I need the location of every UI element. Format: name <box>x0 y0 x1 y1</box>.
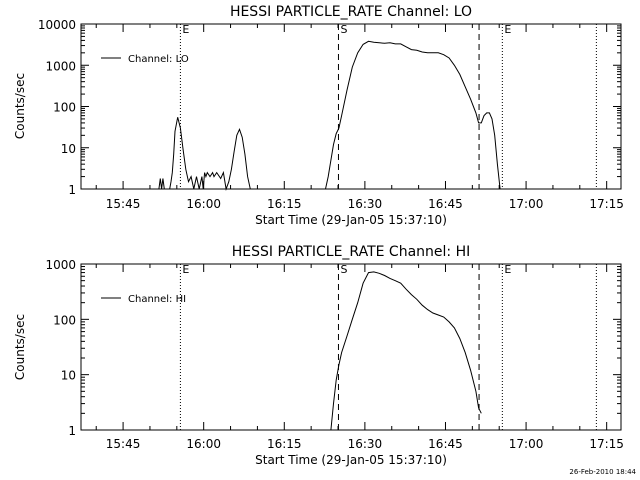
y-tick-label-hi: 100 <box>53 313 76 327</box>
x-tick-label-lo: 16:30 <box>348 197 383 211</box>
x-tick-label-hi: 16:15 <box>267 437 302 451</box>
x-tick-label-lo: 16:15 <box>267 197 302 211</box>
x-tick-label-hi: 16:30 <box>348 437 383 451</box>
x-tick-label-hi: 17:00 <box>509 437 544 451</box>
series-line-lo <box>158 40 501 191</box>
x-tick-label-hi: 16:00 <box>186 437 221 451</box>
series-line-hi <box>330 271 482 431</box>
marker-label-lo: E <box>182 23 189 36</box>
y-axis-label-lo: Counts/sec <box>13 73 27 139</box>
x-axis-label-lo: Start Time (29-Jan-05 15:37:10) <box>255 213 447 227</box>
y-tick-label-hi: 10 <box>61 369 76 383</box>
marker-label-lo: E <box>504 23 511 36</box>
x-tick-label-hi: 17:15 <box>589 437 624 451</box>
x-tick-label-hi: 15:45 <box>106 437 141 451</box>
y-tick-label-hi: 1000 <box>45 258 76 272</box>
legend-label-lo: Channel: LO <box>128 54 189 65</box>
x-tick-label-lo: 17:15 <box>589 197 624 211</box>
chart-title-lo: HESSI PARTICLE_RATE Channel: LO <box>230 4 472 20</box>
x-tick-label-lo: 15:45 <box>106 197 141 211</box>
x-tick-label-hi: 16:45 <box>428 437 463 451</box>
y-tick-label-lo: 100 <box>53 101 76 115</box>
y-tick-label-lo: 10 <box>61 142 76 156</box>
plot-frame-hi <box>80 263 622 431</box>
y-tick-label-lo: 10000 <box>38 18 76 32</box>
x-tick-label-lo: 16:00 <box>186 197 221 211</box>
marker-label-lo: S <box>340 23 347 36</box>
x-tick-label-lo: 16:45 <box>428 197 463 211</box>
marker-label-hi: S <box>340 263 347 276</box>
y-tick-label-lo: 1 <box>68 183 76 197</box>
x-axis-label-hi: Start Time (29-Jan-05 15:37:10) <box>255 453 447 467</box>
y-tick-label-hi: 1 <box>68 424 76 438</box>
chart-title-hi: HESSI PARTICLE_RATE Channel: HI <box>232 244 470 260</box>
y-axis-label-hi: Counts/sec <box>13 314 27 380</box>
y-tick-label-lo: 1000 <box>45 59 76 73</box>
marker-label-hi: E <box>182 263 189 276</box>
marker-label-hi: E <box>504 263 511 276</box>
plot-timestamp: 26-Feb-2010 18:44 <box>569 468 636 476</box>
legend-label-hi: Channel: HI <box>128 294 186 305</box>
x-tick-label-lo: 17:00 <box>509 197 544 211</box>
